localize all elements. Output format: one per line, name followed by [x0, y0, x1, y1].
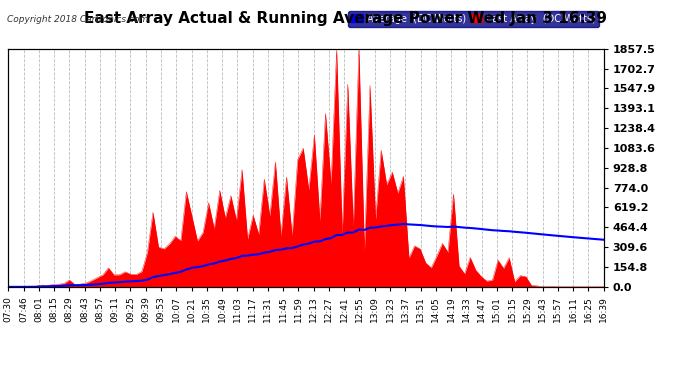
Text: Copyright 2018 Cartronics.com: Copyright 2018 Cartronics.com: [7, 15, 148, 24]
Text: East Array Actual & Running Average Power Wed Jan 3 16:39: East Array Actual & Running Average Powe…: [83, 11, 607, 26]
Legend: Average  (DC Watts), East Array  (DC Watts): Average (DC Watts), East Array (DC Watts…: [348, 11, 599, 27]
